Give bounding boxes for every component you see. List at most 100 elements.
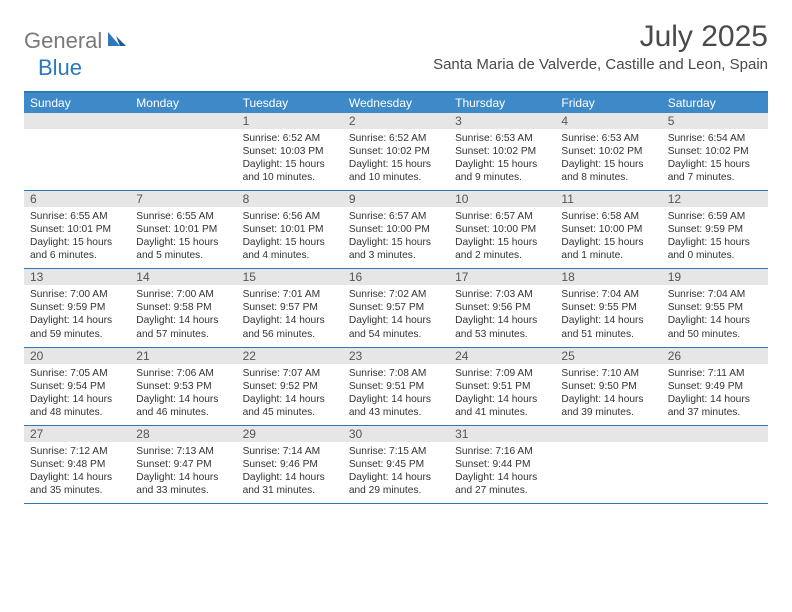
sunset-text: Sunset: 9:59 PM [668, 223, 762, 236]
sunrise-text: Sunrise: 7:04 AM [668, 288, 762, 301]
daylight-text: Daylight: 15 hours and 8 minutes. [561, 158, 655, 184]
sunrise-text: Sunrise: 7:00 AM [136, 288, 230, 301]
day-number: 15 [237, 269, 343, 285]
sunset-text: Sunset: 9:45 PM [349, 458, 443, 471]
day-body: Sunrise: 6:56 AMSunset: 10:01 PMDaylight… [237, 207, 343, 268]
day-number: 16 [343, 269, 449, 285]
sunrise-text: Sunrise: 7:14 AM [243, 445, 337, 458]
week-row: 27Sunrise: 7:12 AMSunset: 9:48 PMDayligh… [24, 426, 768, 504]
dow-cell: Wednesday [343, 93, 449, 113]
daylight-text: Daylight: 14 hours and 39 minutes. [561, 393, 655, 419]
day-cell: 4Sunrise: 6:53 AMSunset: 10:02 PMDayligh… [555, 113, 661, 190]
daylight-text: Daylight: 15 hours and 10 minutes. [243, 158, 337, 184]
day-body: Sunrise: 7:06 AMSunset: 9:53 PMDaylight:… [130, 364, 236, 425]
day-body: Sunrise: 7:05 AMSunset: 9:54 PMDaylight:… [24, 364, 130, 425]
daylight-text: Daylight: 15 hours and 2 minutes. [455, 236, 549, 262]
sunrise-text: Sunrise: 7:03 AM [455, 288, 549, 301]
day-body: Sunrise: 6:55 AMSunset: 10:01 PMDaylight… [24, 207, 130, 268]
sunrise-text: Sunrise: 6:57 AM [349, 210, 443, 223]
day-cell: 9Sunrise: 6:57 AMSunset: 10:00 PMDayligh… [343, 191, 449, 268]
day-body: Sunrise: 6:52 AMSunset: 10:02 PMDaylight… [343, 129, 449, 190]
day-body [555, 442, 661, 496]
sunrise-text: Sunrise: 7:04 AM [561, 288, 655, 301]
day-number: 31 [449, 426, 555, 442]
sunrise-text: Sunrise: 7:11 AM [668, 367, 762, 380]
day-cell: 29Sunrise: 7:14 AMSunset: 9:46 PMDayligh… [237, 426, 343, 503]
day-cell [130, 113, 236, 190]
day-cell [662, 426, 768, 503]
day-body: Sunrise: 7:04 AMSunset: 9:55 PMDaylight:… [662, 285, 768, 346]
sunrise-text: Sunrise: 7:12 AM [30, 445, 124, 458]
day-of-week-header: SundayMondayTuesdayWednesdayThursdayFrid… [24, 93, 768, 113]
sunrise-text: Sunrise: 6:59 AM [668, 210, 762, 223]
sunset-text: Sunset: 10:00 PM [561, 223, 655, 236]
daylight-text: Daylight: 14 hours and 41 minutes. [455, 393, 549, 419]
sunset-text: Sunset: 9:44 PM [455, 458, 549, 471]
month-title: July 2025 [433, 20, 768, 54]
daylight-text: Daylight: 14 hours and 27 minutes. [455, 471, 549, 497]
day-body: Sunrise: 6:58 AMSunset: 10:00 PMDaylight… [555, 207, 661, 268]
day-body: Sunrise: 6:55 AMSunset: 10:01 PMDaylight… [130, 207, 236, 268]
day-number: 12 [662, 191, 768, 207]
day-cell [24, 113, 130, 190]
day-cell: 2Sunrise: 6:52 AMSunset: 10:02 PMDayligh… [343, 113, 449, 190]
day-number: 25 [555, 348, 661, 364]
day-number: 4 [555, 113, 661, 129]
daylight-text: Daylight: 14 hours and 43 minutes. [349, 393, 443, 419]
week-row: 13Sunrise: 7:00 AMSunset: 9:59 PMDayligh… [24, 269, 768, 347]
day-cell: 24Sunrise: 7:09 AMSunset: 9:51 PMDayligh… [449, 348, 555, 425]
day-body: Sunrise: 7:14 AMSunset: 9:46 PMDaylight:… [237, 442, 343, 503]
daylight-text: Daylight: 15 hours and 4 minutes. [243, 236, 337, 262]
day-number: 17 [449, 269, 555, 285]
day-number: 23 [343, 348, 449, 364]
day-number: 19 [662, 269, 768, 285]
day-number: 6 [24, 191, 130, 207]
sunset-text: Sunset: 9:57 PM [243, 301, 337, 314]
day-number: 1 [237, 113, 343, 129]
day-number: 10 [449, 191, 555, 207]
logo-text-general: General [24, 28, 102, 54]
sunrise-text: Sunrise: 7:09 AM [455, 367, 549, 380]
sunrise-text: Sunrise: 6:53 AM [561, 132, 655, 145]
day-cell: 12Sunrise: 6:59 AMSunset: 9:59 PMDayligh… [662, 191, 768, 268]
day-body: Sunrise: 6:57 AMSunset: 10:00 PMDaylight… [343, 207, 449, 268]
sunrise-text: Sunrise: 6:52 AM [243, 132, 337, 145]
sunset-text: Sunset: 9:57 PM [349, 301, 443, 314]
sunset-text: Sunset: 10:02 PM [668, 145, 762, 158]
day-number: 13 [24, 269, 130, 285]
day-cell: 16Sunrise: 7:02 AMSunset: 9:57 PMDayligh… [343, 269, 449, 346]
sunrise-text: Sunrise: 6:53 AM [455, 132, 549, 145]
day-number: 28 [130, 426, 236, 442]
day-body: Sunrise: 7:11 AMSunset: 9:49 PMDaylight:… [662, 364, 768, 425]
day-body [130, 129, 236, 183]
daylight-text: Daylight: 14 hours and 29 minutes. [349, 471, 443, 497]
daylight-text: Daylight: 14 hours and 33 minutes. [136, 471, 230, 497]
day-body: Sunrise: 7:15 AMSunset: 9:45 PMDaylight:… [343, 442, 449, 503]
day-number: 8 [237, 191, 343, 207]
sunrise-text: Sunrise: 7:07 AM [243, 367, 337, 380]
sunset-text: Sunset: 9:55 PM [561, 301, 655, 314]
dow-cell: Friday [555, 93, 661, 113]
sunset-text: Sunset: 10:01 PM [136, 223, 230, 236]
day-number: 7 [130, 191, 236, 207]
week-row: 20Sunrise: 7:05 AMSunset: 9:54 PMDayligh… [24, 348, 768, 426]
day-body: Sunrise: 7:09 AMSunset: 9:51 PMDaylight:… [449, 364, 555, 425]
daylight-text: Daylight: 14 hours and 56 minutes. [243, 314, 337, 340]
day-number [130, 113, 236, 129]
daylight-text: Daylight: 14 hours and 35 minutes. [30, 471, 124, 497]
daylight-text: Daylight: 14 hours and 45 minutes. [243, 393, 337, 419]
day-cell: 18Sunrise: 7:04 AMSunset: 9:55 PMDayligh… [555, 269, 661, 346]
sunset-text: Sunset: 9:46 PM [243, 458, 337, 471]
day-body: Sunrise: 7:13 AMSunset: 9:47 PMDaylight:… [130, 442, 236, 503]
daylight-text: Daylight: 15 hours and 5 minutes. [136, 236, 230, 262]
sunset-text: Sunset: 10:00 PM [455, 223, 549, 236]
day-body: Sunrise: 7:02 AMSunset: 9:57 PMDaylight:… [343, 285, 449, 346]
daylight-text: Daylight: 15 hours and 7 minutes. [668, 158, 762, 184]
sunset-text: Sunset: 9:53 PM [136, 380, 230, 393]
day-cell: 6Sunrise: 6:55 AMSunset: 10:01 PMDayligh… [24, 191, 130, 268]
day-body: Sunrise: 6:59 AMSunset: 9:59 PMDaylight:… [662, 207, 768, 268]
day-cell: 7Sunrise: 6:55 AMSunset: 10:01 PMDayligh… [130, 191, 236, 268]
daylight-text: Daylight: 14 hours and 31 minutes. [243, 471, 337, 497]
day-cell: 30Sunrise: 7:15 AMSunset: 9:45 PMDayligh… [343, 426, 449, 503]
sunset-text: Sunset: 10:02 PM [349, 145, 443, 158]
